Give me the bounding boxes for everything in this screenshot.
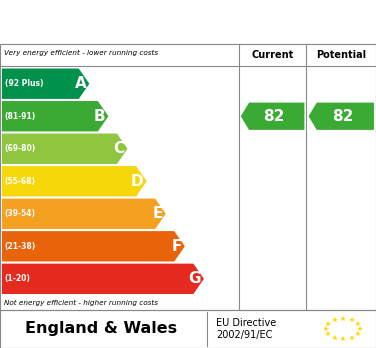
Text: Current: Current: [252, 50, 294, 60]
Text: England & Wales: England & Wales: [26, 321, 177, 337]
Text: (1-20): (1-20): [5, 274, 30, 283]
Text: (39-54): (39-54): [5, 209, 35, 218]
Text: C: C: [114, 141, 124, 156]
Text: D: D: [131, 174, 144, 189]
Text: Energy Efficiency Rating: Energy Efficiency Rating: [59, 12, 317, 31]
Polygon shape: [241, 103, 305, 130]
Polygon shape: [2, 264, 204, 294]
Text: 82: 82: [263, 109, 285, 124]
Text: EU Directive: EU Directive: [216, 318, 276, 328]
Text: (81-91): (81-91): [5, 112, 36, 121]
Text: 82: 82: [332, 109, 353, 124]
Text: B: B: [94, 109, 105, 124]
Text: (21-38): (21-38): [5, 242, 36, 251]
Text: (55-68): (55-68): [5, 177, 35, 186]
Polygon shape: [2, 134, 127, 164]
Text: (69-80): (69-80): [5, 144, 36, 153]
Text: Not energy efficient - higher running costs: Not energy efficient - higher running co…: [4, 300, 158, 306]
Text: Very energy efficient - lower running costs: Very energy efficient - lower running co…: [4, 50, 158, 56]
Text: 2002/91/EC: 2002/91/EC: [216, 330, 273, 340]
Polygon shape: [2, 231, 185, 261]
Polygon shape: [2, 101, 108, 132]
Polygon shape: [2, 199, 166, 229]
Polygon shape: [2, 166, 147, 197]
Text: (92 Plus): (92 Plus): [5, 79, 43, 88]
Text: E: E: [152, 206, 163, 221]
Text: F: F: [171, 239, 182, 254]
Polygon shape: [2, 69, 89, 99]
Text: A: A: [74, 76, 86, 91]
Text: Potential: Potential: [316, 50, 366, 60]
Text: G: G: [188, 271, 201, 286]
Polygon shape: [309, 103, 374, 130]
